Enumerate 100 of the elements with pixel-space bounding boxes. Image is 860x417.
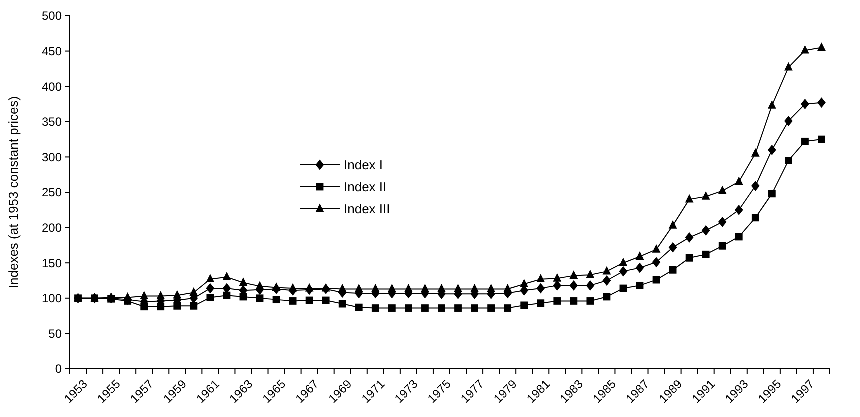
point <box>338 300 346 308</box>
point <box>685 194 694 203</box>
point <box>751 180 760 192</box>
point <box>718 242 726 250</box>
point <box>454 284 462 292</box>
point <box>751 148 760 157</box>
point <box>768 190 776 198</box>
point <box>404 304 412 312</box>
point <box>718 216 727 228</box>
point <box>222 272 232 280</box>
point <box>520 279 529 288</box>
point <box>157 303 165 311</box>
point <box>668 220 678 229</box>
point <box>206 274 215 283</box>
point <box>487 284 496 292</box>
point <box>586 270 595 278</box>
point <box>668 242 678 253</box>
legend-label: Index III <box>344 202 390 217</box>
point <box>388 304 396 312</box>
point <box>570 270 578 280</box>
point <box>636 282 644 290</box>
point <box>636 252 644 260</box>
point <box>239 278 248 286</box>
point <box>784 62 793 71</box>
point <box>818 98 826 108</box>
point <box>818 136 826 144</box>
y-tick-label: 0 <box>55 362 62 376</box>
point <box>305 283 314 292</box>
legend-label: Index II <box>344 180 387 195</box>
point <box>174 302 182 310</box>
point <box>338 284 347 292</box>
point <box>619 258 628 266</box>
point <box>652 244 661 253</box>
legend-label: Index I <box>344 158 384 173</box>
point <box>223 292 231 300</box>
point <box>586 298 594 305</box>
y-tick-label: 300 <box>42 150 62 164</box>
point <box>553 273 562 282</box>
point <box>322 296 330 304</box>
point <box>288 283 298 292</box>
point <box>140 303 148 311</box>
point <box>190 302 198 310</box>
point <box>488 304 496 312</box>
point <box>768 144 776 156</box>
point <box>354 284 364 292</box>
point <box>718 186 727 194</box>
y-axis-title: Indexes (at 1953 constant prices) <box>6 96 21 289</box>
point <box>784 116 793 126</box>
point <box>454 304 462 312</box>
point <box>752 214 760 222</box>
y-tick-label: 400 <box>42 80 62 94</box>
point <box>422 304 429 312</box>
point <box>256 294 264 302</box>
point <box>289 298 297 305</box>
point <box>586 280 595 291</box>
point <box>372 304 380 312</box>
point <box>206 294 214 302</box>
point <box>636 262 644 274</box>
point <box>355 304 363 312</box>
point <box>272 282 281 292</box>
point <box>537 300 545 308</box>
point <box>438 304 446 312</box>
point <box>669 266 677 274</box>
point <box>685 232 694 243</box>
point <box>602 276 612 286</box>
point <box>404 284 413 292</box>
y-tick-label: 450 <box>42 44 62 58</box>
point <box>702 250 710 258</box>
point <box>818 42 826 51</box>
point <box>602 266 612 275</box>
point <box>438 284 446 292</box>
point <box>536 274 546 283</box>
y-tick-label: 250 <box>42 186 62 200</box>
point <box>322 283 330 292</box>
point <box>306 296 314 304</box>
point <box>124 292 132 301</box>
point <box>504 284 512 292</box>
point <box>570 298 578 305</box>
point <box>619 266 628 277</box>
point <box>802 138 809 146</box>
point <box>768 100 776 109</box>
y-tick-label: 200 <box>42 221 62 235</box>
point <box>570 280 578 291</box>
point <box>470 284 479 292</box>
point <box>256 281 264 290</box>
point <box>140 291 149 300</box>
point <box>388 284 396 292</box>
point <box>734 204 744 216</box>
point <box>272 296 280 304</box>
point <box>471 304 478 312</box>
point <box>536 283 546 294</box>
point <box>801 45 810 54</box>
point <box>801 99 810 110</box>
point <box>371 284 380 292</box>
point <box>520 302 528 310</box>
point <box>206 283 215 294</box>
point <box>686 254 694 262</box>
point <box>107 292 116 301</box>
y-tick-label: 350 <box>42 115 62 130</box>
point <box>504 304 512 312</box>
